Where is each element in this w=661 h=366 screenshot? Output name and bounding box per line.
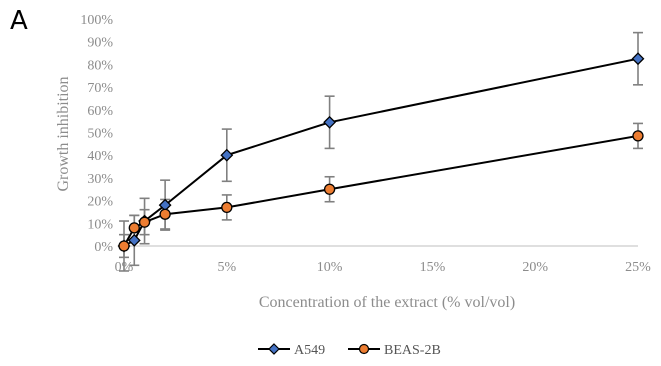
x-tick-label: 15% <box>420 260 446 275</box>
data-point-circle <box>138 216 151 228</box>
legend: A549 BEAS-2B <box>258 343 441 358</box>
legend-label: A549 <box>294 343 325 358</box>
series-markers <box>117 52 645 253</box>
data-point-diamond <box>323 115 337 129</box>
y-tick-label: 80% <box>87 58 113 73</box>
x-axis-title: Concentration of the extract (% vol/vol) <box>259 294 515 311</box>
data-point-circle <box>128 222 140 234</box>
y-tick-label: 100% <box>80 13 113 28</box>
y-axis-title: Growth inhibition <box>55 76 72 191</box>
data-point-circle <box>159 208 171 220</box>
legend-label: BEAS-2B <box>384 343 441 358</box>
y-tick-label: 50% <box>87 127 113 142</box>
x-axis-ticks: 0% 5% 10% 15% 20% 25% <box>115 260 652 275</box>
y-tick-label: 20% <box>87 195 113 210</box>
legend-marker-circle <box>358 343 370 355</box>
panel-letter: A <box>10 6 28 36</box>
y-tick-label: 0% <box>94 240 113 255</box>
data-point-circle <box>632 130 644 142</box>
legend-marker-diamond <box>268 343 280 355</box>
series-line-beas-2b <box>123 134 639 247</box>
error-bars <box>119 31 643 272</box>
data-point-diamond <box>631 52 645 66</box>
y-tick-label: 60% <box>87 104 113 119</box>
x-tick-label: 20% <box>522 260 548 275</box>
y-axis-ticks: 0% 10% 20% 30% 40% 50% 60% 70% 80% 90% 100% <box>80 13 113 255</box>
y-tick-label: 40% <box>87 149 113 164</box>
x-tick-label: 10% <box>317 260 343 275</box>
data-point-diamond <box>220 148 234 162</box>
y-tick-label: 90% <box>87 36 113 51</box>
series-line-a549 <box>123 57 639 247</box>
data-point-circle <box>118 240 130 252</box>
y-tick-label: 70% <box>87 81 113 96</box>
y-tick-label: 10% <box>87 217 113 232</box>
x-tick-label: 5% <box>217 260 236 275</box>
y-tick-label: 30% <box>87 172 113 187</box>
data-point-circle <box>221 201 233 214</box>
series-lines <box>123 57 639 247</box>
data-point-circle <box>323 183 336 195</box>
x-tick-label: 25% <box>625 260 651 275</box>
data-point-diamond <box>127 233 141 247</box>
